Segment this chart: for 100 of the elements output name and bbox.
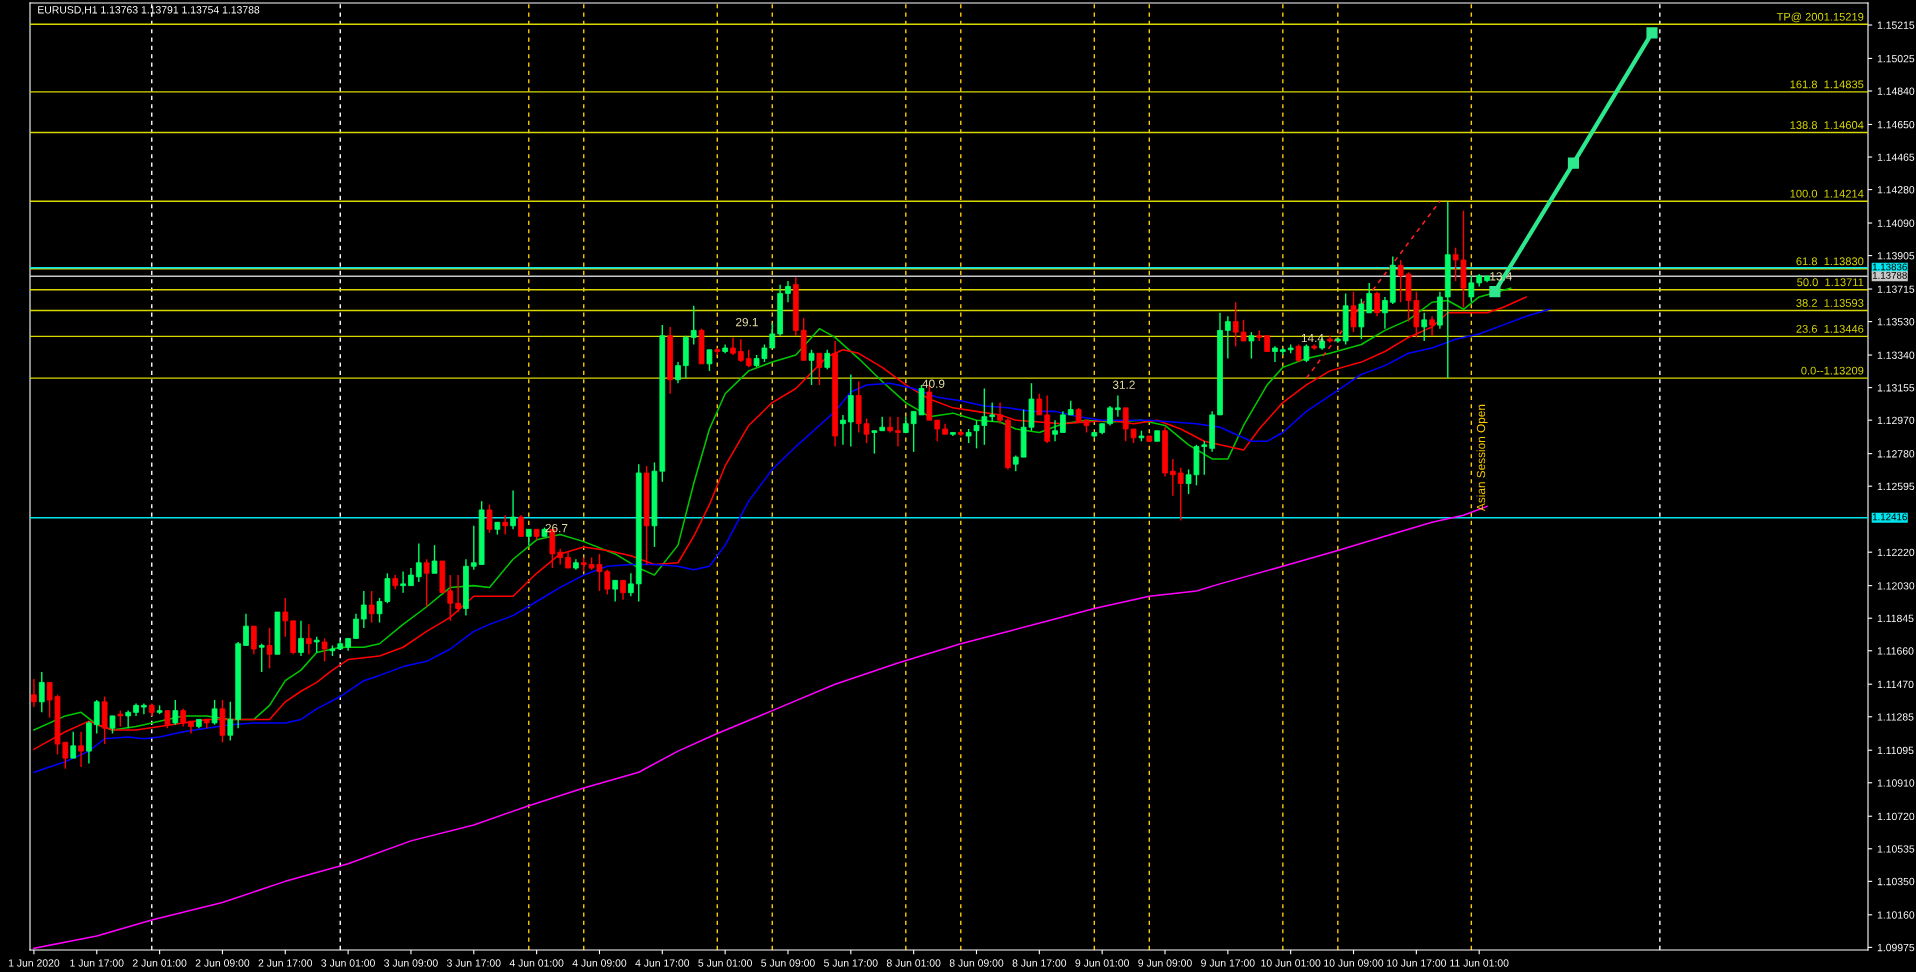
candlestick bbox=[824, 349, 831, 370]
candlestick bbox=[243, 613, 249, 647]
x-tick-label: 10 Jun 17:00 bbox=[1387, 959, 1447, 967]
y-tick-label: 1.15215 bbox=[1877, 21, 1915, 29]
annotation: 31.2 bbox=[1112, 380, 1135, 389]
y-tick-label: 1.14840 bbox=[1877, 87, 1915, 95]
point bbox=[1567, 157, 1580, 169]
x-tick-label: 9 Jun 17:00 bbox=[1201, 959, 1255, 967]
chart-title: EURUSD,H1 1.13763 1.13791 1.13754 1.13788 bbox=[38, 6, 260, 15]
x-tick-label: 1 Jun 17:00 bbox=[70, 959, 124, 967]
x-tick-label: 8 Jun 17:00 bbox=[1012, 959, 1067, 967]
y-tick-label: 1.10350 bbox=[1877, 877, 1915, 886]
y-tick-label: 1.11845 bbox=[1877, 614, 1914, 623]
candlestick bbox=[78, 731, 84, 768]
y-tick-label: 1.13905 bbox=[1877, 252, 1915, 260]
candlestick bbox=[141, 702, 147, 715]
candlestick bbox=[455, 574, 461, 613]
candlestick bbox=[612, 579, 619, 603]
candlestick bbox=[1366, 282, 1373, 314]
candlestick bbox=[266, 627, 273, 670]
y-tick-label: 1.10910 bbox=[1877, 779, 1915, 787]
x-tick-label: 8 Jun 01:00 bbox=[886, 959, 941, 967]
candlestick bbox=[258, 643, 265, 673]
y-tick-label: 1.11285 bbox=[1877, 713, 1914, 721]
x-tick-label: 5 Jun 17:00 bbox=[824, 959, 878, 967]
candlestick bbox=[298, 620, 304, 657]
x-tick-label: 4 Jun 17:00 bbox=[635, 959, 690, 967]
candlestick bbox=[360, 590, 367, 629]
candlestick bbox=[447, 574, 454, 622]
x-tick-label: 5 Jun 09:00 bbox=[761, 959, 815, 967]
annotation: 23.6 1.13446 bbox=[1796, 324, 1864, 333]
candlestick bbox=[321, 637, 328, 663]
y-tick-label: 1.12220 bbox=[1877, 548, 1915, 557]
y-tick-label: 1.13530 bbox=[1877, 318, 1915, 326]
candlestick bbox=[1060, 410, 1066, 434]
annotation: 40.9 bbox=[922, 379, 945, 388]
x-tick-label: 8 Jun 09:00 bbox=[949, 959, 1004, 967]
candlestick bbox=[211, 699, 218, 726]
candlestick bbox=[706, 349, 713, 372]
y-tick-label: 1.12595 bbox=[1877, 482, 1915, 491]
candlestick bbox=[518, 514, 524, 538]
candlestick bbox=[1358, 298, 1365, 340]
annotation: 138.8 1.14604 bbox=[1790, 121, 1864, 129]
candlestick bbox=[431, 544, 438, 575]
candlestick bbox=[502, 514, 509, 536]
candlestick bbox=[934, 419, 941, 442]
annotation: 50.0 1.13711 bbox=[1797, 278, 1864, 287]
y-tick-label: 1.14280 bbox=[1877, 186, 1915, 194]
annotation: 161.8 1.14835 bbox=[1790, 80, 1864, 89]
ref-line-label: 1.13836 bbox=[1872, 263, 1907, 271]
annotation: 100.0 1.14214 bbox=[1790, 189, 1864, 198]
candlestick bbox=[557, 547, 564, 566]
candlestick bbox=[93, 699, 100, 735]
candlestick bbox=[353, 613, 359, 640]
candlestick bbox=[70, 731, 77, 759]
x-tick-label: 4 Jun 09:00 bbox=[572, 959, 627, 967]
annotation: 0.0--1.13209 bbox=[1801, 366, 1864, 375]
y-tick-label: 1.12030 bbox=[1877, 582, 1915, 590]
x-tick-label: 10 Jun 01:00 bbox=[1261, 959, 1321, 967]
x-tick-label: 3 Jun 09:00 bbox=[384, 959, 438, 967]
y-tick-label: 1.12970 bbox=[1877, 416, 1915, 425]
candlestick bbox=[895, 415, 901, 448]
candlestick bbox=[1107, 405, 1113, 427]
y-tick-label: 1.14465 bbox=[1877, 153, 1915, 161]
candlestick bbox=[690, 305, 697, 346]
candlestick bbox=[400, 570, 406, 594]
candlestick bbox=[1170, 458, 1176, 497]
candlestick bbox=[1272, 345, 1278, 363]
candlestick bbox=[1429, 315, 1435, 337]
candlestick bbox=[1468, 275, 1475, 303]
candlestick bbox=[989, 401, 996, 423]
candlestick bbox=[415, 542, 422, 583]
y-tick-label: 1.13340 bbox=[1877, 351, 1915, 359]
candlestick bbox=[1122, 407, 1129, 442]
ref-line-label: 1.13788 bbox=[1872, 271, 1907, 279]
y-tick-label: 1.10160 bbox=[1877, 911, 1915, 919]
y-tick-label: 1.13155 bbox=[1877, 384, 1915, 392]
x-tick-label: 5 Jun 01:00 bbox=[698, 959, 752, 967]
annotation: TP@ 2001.15219 bbox=[1776, 12, 1864, 23]
candlestick bbox=[816, 352, 823, 386]
candlestick bbox=[1421, 312, 1428, 342]
x-tick-label: 3 Jun 17:00 bbox=[446, 959, 501, 967]
candlestick bbox=[125, 709, 132, 729]
candlestick bbox=[1248, 331, 1255, 360]
y-tick-label: 1.12780 bbox=[1877, 450, 1915, 458]
candlestick bbox=[486, 503, 493, 534]
x-tick-label: 3 Jun 01:00 bbox=[321, 959, 375, 967]
candlestick bbox=[1382, 296, 1388, 330]
point bbox=[1646, 27, 1658, 39]
y-tick-label: 1.11470 bbox=[1877, 680, 1914, 689]
candlestick bbox=[738, 338, 744, 363]
candlestick bbox=[510, 489, 516, 531]
y-tick-label: 1.13715 bbox=[1877, 285, 1915, 293]
candlestick bbox=[1177, 467, 1184, 522]
candlestick bbox=[808, 349, 815, 386]
candlestick bbox=[1036, 393, 1043, 416]
candlestick bbox=[423, 558, 430, 608]
annotation: Asian Session Open bbox=[1476, 404, 1488, 512]
candlestick bbox=[730, 336, 736, 356]
candlestick bbox=[1115, 394, 1121, 418]
